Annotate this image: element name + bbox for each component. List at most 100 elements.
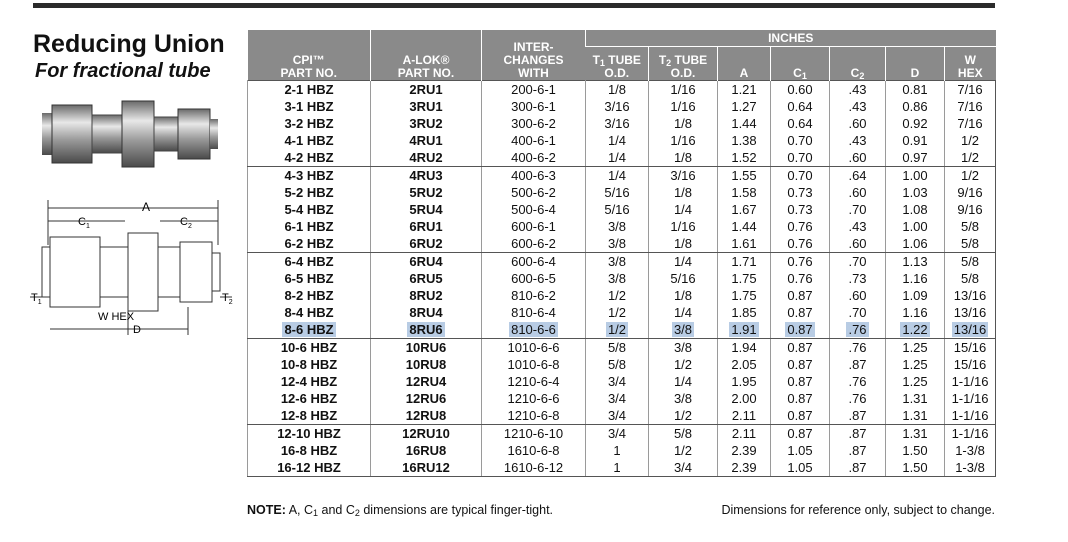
table-cell: 1.06 — [885, 235, 945, 253]
table-cell: 2.05 — [717, 356, 771, 373]
cell-text: 1/16 — [670, 133, 696, 148]
cell-text: 6-2 HBZ — [284, 236, 334, 251]
table-cell: 1/4 — [585, 132, 649, 149]
table-cell: 1.00 — [885, 166, 945, 184]
table-cell: 3/4 — [585, 390, 649, 407]
cell-text: 5/16 — [670, 271, 696, 286]
table-row: 6-2 HBZ 6RU2 600-6-2 3/8 1/8 1.61 0.76 .60 1.06 5… — [247, 235, 996, 253]
cell-text: 0.87 — [787, 408, 813, 423]
table-cell: 1.61 — [717, 235, 771, 253]
cell-text: 16-12 HBZ — [277, 460, 341, 475]
table-cell: 1/2 — [943, 166, 996, 184]
table-cell: 1/2 — [585, 287, 649, 304]
table-cell: 1/2 — [648, 356, 718, 373]
cell-text: 1/2 — [673, 408, 693, 423]
table-cell: 3/8 — [585, 270, 649, 287]
cell-text: 1 — [613, 460, 621, 475]
table-cell: 1.31 — [885, 390, 945, 407]
cell-text: 8RU2 — [409, 288, 443, 303]
table-cell: 12-6 HBZ — [247, 390, 371, 407]
table-cell: 1/4 — [648, 201, 718, 218]
table-cell: 13/16 — [943, 321, 996, 339]
table-cell: 3-1 HBZ — [247, 98, 371, 115]
cell-text: 0.86 — [902, 99, 928, 114]
table-cell: 0.64 — [770, 98, 830, 115]
cell-text: 1.31 — [902, 391, 928, 406]
cell-text: 1/8 — [673, 150, 693, 165]
table-row: 8-4 HBZ 8RU4 810-6-4 1/2 1/4 1.85 0.87 .70 1.16 1… — [247, 304, 996, 321]
cell-text: 1.91 — [729, 322, 759, 337]
cell-text: 3/4 — [607, 374, 627, 389]
header-text: PART NO. — [397, 66, 455, 80]
table-cell: 1.13 — [885, 252, 945, 270]
table-cell: .70 — [829, 201, 886, 218]
table-cell: 1610-6-8 — [481, 442, 586, 459]
cell-text: 1/2 — [607, 288, 627, 303]
table-cell: 1.44 — [717, 115, 771, 132]
note-sub: 2 — [354, 508, 360, 518]
table-cell: 5/16 — [648, 270, 718, 287]
cell-text: .87 — [848, 357, 867, 372]
table-cell: 0.87 — [770, 356, 830, 373]
table-cell: 1.44 — [717, 218, 771, 235]
header-text: O.D. — [604, 66, 630, 80]
cell-text: 12-6 HBZ — [280, 391, 338, 406]
table-cell: 500-6-2 — [481, 184, 586, 201]
table-cell: 810-6-6 — [481, 321, 586, 339]
cell-text: 1.31 — [902, 426, 928, 441]
cell-text: .60 — [848, 116, 867, 131]
table-cell: 2.00 — [717, 390, 771, 407]
cell-text: 1/8 — [673, 236, 693, 251]
cell-text: 3/4 — [607, 426, 627, 441]
cell-text: 1/4 — [673, 374, 693, 389]
header-text: TUBE — [674, 53, 708, 67]
cell-text: 12-10 HBZ — [277, 426, 341, 441]
cell-text: 3/16 — [604, 99, 630, 114]
table-row: 4-1 HBZ 4RU1 400-6-1 1/4 1/16 1.38 0.70 .43 0.91… — [247, 132, 996, 149]
table-cell: 1/16 — [648, 98, 718, 115]
table-cell: 1/8 — [648, 184, 718, 201]
header-text: INTER- — [513, 40, 554, 54]
table-cell: 1.95 — [717, 373, 771, 390]
cell-text: 0.87 — [787, 305, 813, 320]
table-cell: 600-6-5 — [481, 270, 586, 287]
cell-text: 1/2 — [960, 168, 980, 183]
table-cell: 1-1/16 — [943, 407, 996, 425]
table-row: 5-4 HBZ 5RU4 500-6-4 5/16 1/4 1.67 0.73 .70 1.08… — [247, 201, 996, 218]
cell-text: 500-6-2 — [511, 185, 556, 200]
cell-text: 3/16 — [670, 168, 696, 183]
cell-text: 1.55 — [731, 168, 757, 183]
cell-text: 1-3/8 — [955, 460, 985, 475]
table-cell: 1.09 — [885, 287, 945, 304]
cell-text: 6-4 HBZ — [284, 254, 334, 269]
table-row: 16-12 HBZ 16RU12 1610-6-12 1 3/4 2.39 1.05 .87 1… — [247, 459, 996, 477]
table-cell: 15/16 — [943, 338, 996, 356]
cell-text: 1010-6-6 — [507, 340, 560, 355]
column-header: D — [885, 46, 945, 81]
table-cell: 1/8 — [648, 115, 718, 132]
photo — [42, 100, 218, 168]
cell-text: 1.31 — [902, 408, 928, 423]
dim-label: C — [180, 216, 188, 228]
table-cell: 3/4 — [585, 407, 649, 425]
cell-text: 1.25 — [902, 357, 928, 372]
table-cell: 1.05 — [770, 459, 830, 477]
cell-text: 1610-6-8 — [507, 443, 560, 458]
cell-text: 1.22 — [900, 322, 930, 337]
table-row: 16-8 HBZ 16RU8 1610-6-8 1 1/2 2.39 1.05 .87 1.50… — [247, 442, 996, 459]
cell-text: 1.85 — [731, 305, 757, 320]
cell-text: 0.92 — [902, 116, 928, 131]
cell-text: 4-3 HBZ — [284, 168, 334, 183]
cell-text: 0.87 — [787, 357, 813, 372]
table-cell: 1/4 — [648, 252, 718, 270]
cell-text: 2.00 — [731, 391, 757, 406]
cell-text: .43 — [848, 82, 867, 97]
table-cell: 0.86 — [885, 98, 945, 115]
cell-text: 1.61 — [731, 236, 757, 251]
cell-text: 15/16 — [953, 357, 987, 372]
table-cell: 7/16 — [943, 80, 996, 98]
cell-text: 8-4 HBZ — [284, 305, 334, 320]
table-cell: .60 — [829, 287, 886, 304]
cell-text: 1-1/16 — [951, 374, 989, 389]
